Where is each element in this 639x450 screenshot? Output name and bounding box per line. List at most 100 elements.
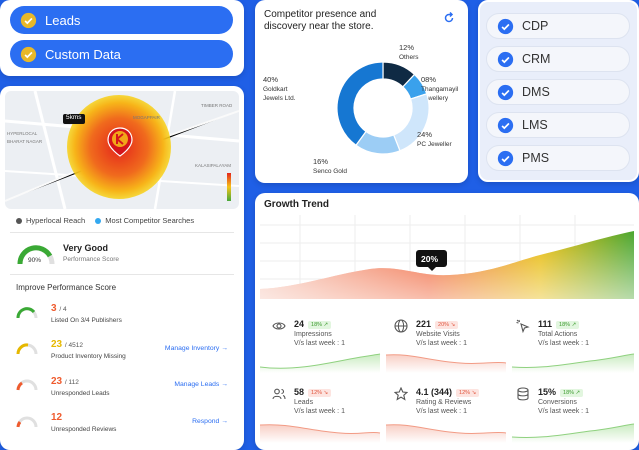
divider [10,274,234,275]
improve-value: 23 / 4512 [51,339,83,350]
integration-crm[interactable]: CRM [486,46,630,72]
growth-trend-chart [260,215,634,299]
change-badge: 12% ↘ [308,388,332,397]
integration-label: LMS [522,118,548,132]
custom-data-label: Custom Data [45,46,121,62]
metric-value: 15% 18% ↗ [538,387,584,397]
metric-rating-reviews[interactable]: 4.1 (344) 12% ↘ Rating & Reviews V/s last… [394,387,514,447]
integration-label: CRM [522,52,551,66]
integration-cdp[interactable]: CDP [486,13,630,39]
donut-label: 24% PC Jeweller [417,130,453,148]
performance-label: Performance Score [63,256,119,263]
metric-leads[interactable]: 58 12% ↘ Leads V/s last week : 1 [272,387,392,447]
donut-label: 40% Goldkart Jewels Ltd. [263,75,296,102]
progress-arc [16,307,38,319]
map-place-label: HYPERLOCAL [7,131,38,136]
legend-dot [95,218,102,225]
integration-label: DMS [522,85,550,99]
metric-impressions[interactable]: 24 18% ↗ Impressions V/s last week : 1 [272,319,392,379]
manage-leads-link[interactable]: Manage Leads → [174,381,228,388]
store-performance-card: 5kms HYPERLOCAL BHARAT NAGAR MOGAPPAIR T… [0,86,244,450]
metric-value: 221 20% ↘ [416,319,459,329]
progress-arc [16,416,38,428]
performance-gauge [17,245,55,265]
check-badge-icon [497,117,514,133]
competitor-title: Competitor presence and discovery near t… [264,9,377,32]
donut-label: 12% Others [399,43,419,61]
check-badge-icon [497,150,514,166]
check-badge-icon [20,12,37,28]
competitor-card: Competitor presence and discovery near t… [255,0,468,183]
donut-label: 16% Senco Gold [313,157,347,175]
metric-compare: V/s last week : 1 [538,408,589,415]
metric-label: Impressions [294,331,332,338]
progress-arc [16,379,38,391]
check-badge-icon [497,18,514,34]
metric-compare: V/s last week : 1 [416,408,467,415]
change-badge: 18% ↗ [556,320,580,329]
improve-value: 12 [51,412,63,423]
integration-label: CDP [522,19,549,33]
check-badge-icon [497,51,514,67]
legend-dot [16,218,22,225]
eye-icon [272,322,286,330]
metric-value: 111 18% ↗ [538,319,580,329]
metric-compare: V/s last week : 1 [416,340,467,347]
growth-tooltip: 20% [421,254,439,264]
metric-conversions[interactable]: 15% 18% ↗ Conversions V/s last week : 1 [516,387,636,447]
metric-label: Leads [294,399,314,406]
divider [10,232,234,233]
custom-data-pill[interactable]: Custom Data [10,40,233,68]
metric-website-visits[interactable]: 221 20% ↘ Website Visits V/s last week : … [394,319,514,379]
map-legend: Hyperlocal Reach Most Competitor Searche… [16,216,194,225]
metric-label: Rating & Reviews [416,399,472,406]
metric-value: 58 12% ↘ [294,387,332,397]
improve-title: Improve Performance Score [16,283,117,292]
metric-value: 4.1 (344) 12% ↘ [416,387,480,397]
cursor-icon [516,319,530,333]
globe-icon [394,319,408,333]
legend-competitor: Most Competitor Searches [105,216,195,225]
metric-total-actions[interactable]: 111 18% ↗ Total Actions V/s last week : 1 [516,319,636,379]
metric-compare: V/s last week : 1 [294,340,345,347]
radius-label: 5kms [66,114,82,121]
legend-hyperlocal: Hyperlocal Reach [26,216,86,225]
improve-label: Listed On 3/4 Publishers [51,317,122,324]
metric-label: Conversions [538,399,577,406]
metric-value: 24 18% ↗ [294,319,332,329]
change-badge: 12% ↘ [456,388,480,397]
improve-label: Unresponded Leads [51,390,110,397]
map-place-label: MOGAPPAIR [133,115,160,120]
growth-title: Growth Trend [264,199,329,210]
leads-pill[interactable]: Leads [10,6,233,34]
integration-lms[interactable]: LMS [486,112,630,138]
improve-label: Product Inventory Missing [51,353,126,360]
metric-compare: V/s last week : 1 [294,408,345,415]
change-badge: 18% ↗ [560,388,584,397]
users-icon [272,388,286,400]
metric-compare: V/s last week : 1 [538,340,589,347]
growth-trend-card: Growth Trend 20% 24 18% ↗ Impressions [255,193,639,450]
map-place-label: KALASIPALAYAM [195,163,232,168]
integration-dms[interactable]: DMS [486,79,630,105]
respond-link[interactable]: Respond → [192,418,228,425]
sparkline [260,353,634,373]
improve-value: 23 / 112 [51,376,79,387]
performance-percent: 90% [28,257,42,264]
hyperlocal-map[interactable]: 5kms HYPERLOCAL BHARAT NAGAR MOGAPPAIR T… [5,91,239,209]
database-icon [517,387,529,401]
change-badge: 20% ↘ [435,320,459,329]
change-badge: 18% ↗ [308,320,332,329]
performance-rating: Very Good [63,243,109,253]
leads-label: Leads [45,12,81,28]
refresh-icon[interactable] [443,12,455,24]
metric-label: Total Actions [538,331,578,338]
store-pin-icon [107,127,133,157]
check-badge-icon [497,84,514,100]
sparkline [260,423,634,443]
integration-pms[interactable]: PMS [486,145,630,171]
star-icon [394,387,408,401]
donut-label: 08% Thangamayil Jewellery [421,75,459,102]
manage-inventory-link[interactable]: Manage Inventory → [164,345,228,352]
